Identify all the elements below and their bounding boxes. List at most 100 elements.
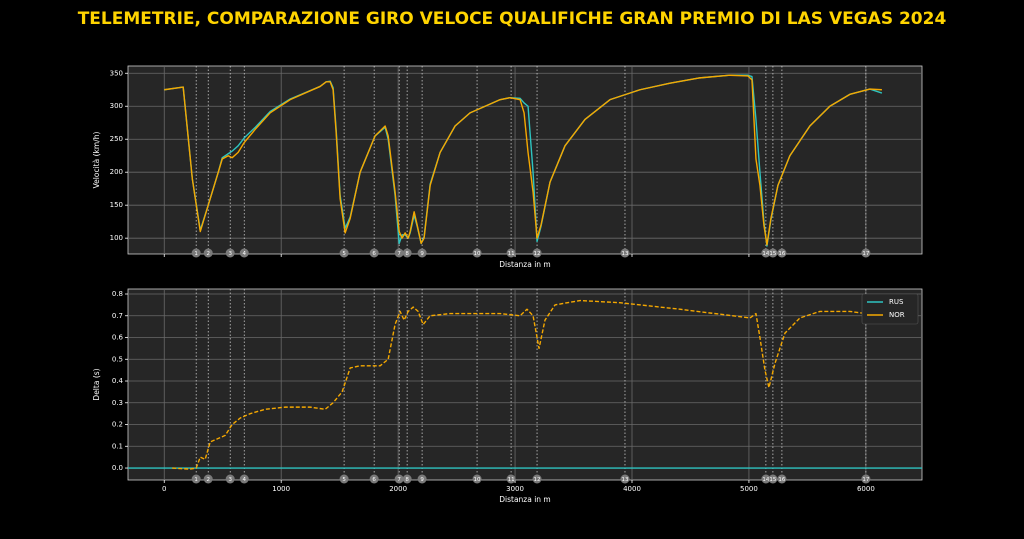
corner-label: 10 [474,477,481,483]
corner-label: 9 [420,251,424,257]
y-tick-label: 150 [110,201,123,209]
corner-marker [191,248,201,258]
corner-marker [777,474,787,484]
corner-marker [417,248,427,258]
corner-marker [239,474,249,484]
corner-label: 15 [769,477,776,483]
y-tick-label: 0.0 [112,464,123,472]
x-tick-label: 5000 [740,485,758,493]
corner-marker [620,248,630,258]
corner-marker [339,474,349,484]
corner-label: 7 [397,251,401,257]
legend-label: NOR [889,311,905,319]
corner-label: 16 [778,477,785,483]
corner-marker [225,248,235,258]
y-tick-label: 350 [110,69,123,77]
corner-label: 12 [534,251,541,257]
corner-marker [239,248,249,258]
y-axis-label: Delta (s) [92,368,101,400]
corner-label: 4 [242,251,246,257]
corner-label: 16 [778,251,785,257]
corner-marker [506,474,516,484]
corner-label: 3 [228,251,232,257]
corner-label: 6 [372,251,376,257]
corner-label: 17 [862,477,869,483]
y-tick-label: 100 [110,234,123,242]
corner-label: 5 [342,477,346,483]
corner-label: 1 [194,251,198,257]
corner-label: 1 [194,477,198,483]
corner-marker [506,248,516,258]
corner-label: 8 [405,251,409,257]
legend-label: RUS [889,298,904,306]
corner-label: 4 [242,477,246,483]
y-tick-label: 0.1 [112,442,123,450]
corner-label: 8 [405,477,409,483]
y-tick-label: 0.2 [112,421,123,429]
x-tick-label: 4000 [623,485,641,493]
y-tick-label: 0.5 [112,355,123,363]
corner-label: 13 [621,251,628,257]
y-tick-label: 0.8 [112,290,123,298]
figure-title: TELEMETRIE, COMPARAZIONE GIRO VELOCE QUA… [78,9,947,29]
corner-label: 14 [762,251,769,257]
corner-marker [225,474,235,484]
corner-label: 6 [372,477,376,483]
corner-marker [402,248,412,258]
corner-label: 15 [769,251,776,257]
corner-marker [203,474,213,484]
x-tick-label: 1000 [272,485,290,493]
corner-label: 5 [342,251,346,257]
corner-marker [394,248,404,258]
corner-label: 10 [474,251,481,257]
corner-marker [369,248,379,258]
corner-label: 17 [862,251,869,257]
corner-label: 7 [397,477,401,483]
plot-area [127,288,923,481]
corner-label: 9 [420,477,424,483]
corner-marker [472,248,482,258]
x-axis-label: Distanza in m [499,495,551,504]
x-tick-label: 2000 [389,485,407,493]
y-tick-label: 250 [110,135,123,143]
y-tick-label: 300 [110,102,123,110]
y-tick-label: 0.4 [112,377,124,385]
y-tick-label: 0.6 [112,334,124,342]
corner-marker [191,474,201,484]
x-axis-label: Distanza in m [499,260,551,269]
corner-marker [761,248,771,258]
corner-marker [861,474,871,484]
corner-marker [761,474,771,484]
corner-marker [417,474,427,484]
y-tick-label: 0.7 [112,312,123,320]
corner-marker [394,474,404,484]
corner-marker [768,248,778,258]
x-tick-label: 0 [162,485,166,493]
series-line [164,74,882,246]
corner-label: 2 [206,251,210,257]
corner-marker [203,248,213,258]
corner-marker [620,474,630,484]
plot-area [127,65,923,255]
series-line [172,299,880,470]
corner-label: 11 [508,477,515,483]
corner-marker [472,474,482,484]
corner-marker [532,474,542,484]
corner-marker [861,248,871,258]
y-tick-label: 200 [110,168,123,176]
y-tick-label: 0.3 [112,399,123,407]
x-tick-label: 3000 [506,485,524,493]
corner-label: 2 [206,477,210,483]
corner-label: 13 [621,477,628,483]
corner-marker [532,248,542,258]
x-tick-label: 6000 [857,485,875,493]
corner-label: 11 [508,251,515,257]
corner-marker [369,474,379,484]
corner-marker [777,248,787,258]
corner-label: 14 [762,477,769,483]
corner-marker [339,248,349,258]
corner-label: 3 [228,477,232,483]
corner-marker [768,474,778,484]
corner-label: 12 [534,477,541,483]
